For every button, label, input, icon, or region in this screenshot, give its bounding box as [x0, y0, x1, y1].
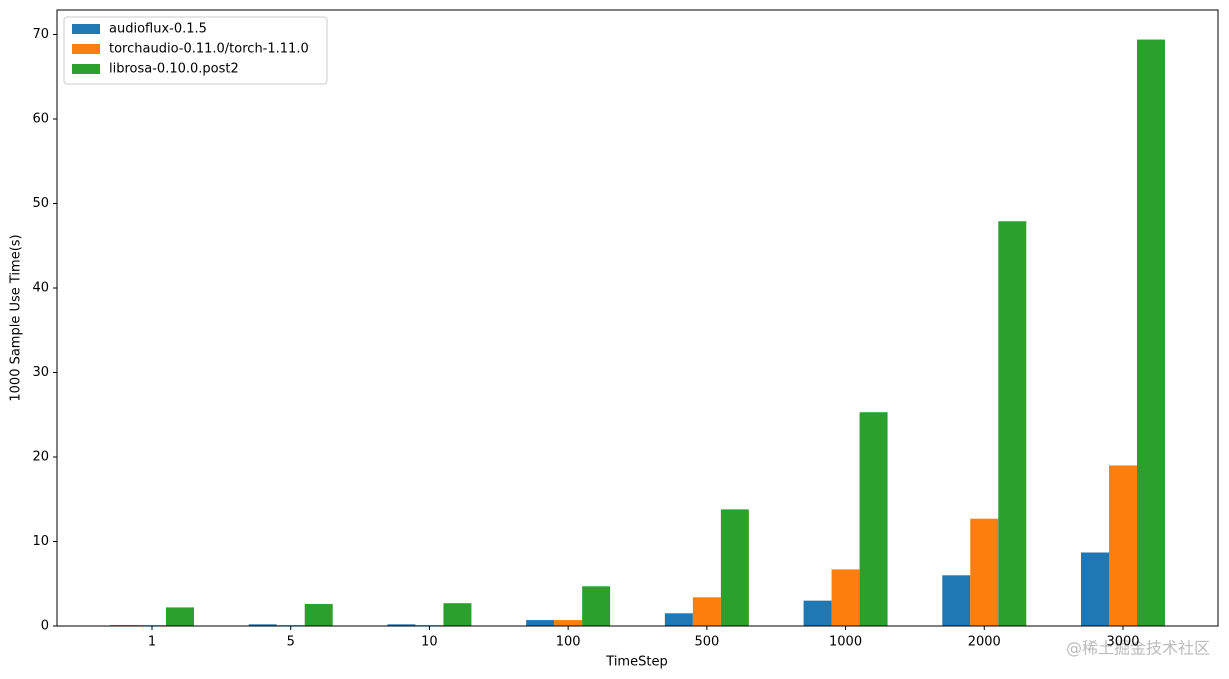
bar — [831, 569, 860, 626]
x-tick-label: 1000 — [829, 635, 862, 650]
legend-label: torchaudio-0.11.0/torch-1.11.0 — [109, 42, 309, 57]
bar — [387, 624, 416, 626]
legend-swatch — [72, 64, 100, 74]
y-tick-label: 0 — [41, 619, 49, 634]
y-axis-label: 1000 Sample Use Time(s) — [9, 234, 24, 401]
legend: audioflux-0.1.5 torchaudio-0.11.0/torch-1… — [63, 16, 328, 85]
y-tick-label: 30 — [32, 365, 49, 380]
bar — [692, 597, 721, 626]
y-tick-label: 10 — [32, 534, 49, 549]
bar — [554, 620, 583, 626]
bar — [1137, 39, 1165, 626]
bar — [526, 620, 555, 626]
x-tick-label: 500 — [694, 635, 719, 650]
x-tick-label: 10 — [421, 635, 438, 650]
bar — [803, 600, 832, 626]
bar — [304, 604, 333, 626]
bar — [942, 575, 971, 626]
bar — [664, 613, 693, 626]
bar — [859, 412, 888, 626]
bar — [443, 603, 472, 626]
x-tick-label: 3000 — [1106, 635, 1139, 650]
x-tick-label: 100 — [556, 635, 581, 650]
bar — [720, 509, 749, 626]
bar — [1109, 465, 1137, 626]
x-tick-label: 1 — [148, 635, 156, 650]
legend-label: audioflux-0.1.5 — [109, 22, 207, 37]
x-tick-label: 5 — [287, 635, 295, 650]
bar — [1081, 552, 1109, 626]
bar — [166, 607, 194, 626]
bar — [248, 624, 277, 626]
x-axis-label: TimeStep — [605, 655, 667, 670]
y-tick-label: 70 — [32, 27, 49, 42]
y-tick-label: 20 — [32, 450, 49, 465]
legend-swatch — [72, 24, 100, 34]
bar — [998, 221, 1027, 626]
x-tick-label: 2000 — [968, 635, 1001, 650]
legend-label: librosa-0.10.0.post2 — [109, 62, 239, 77]
bar — [970, 518, 999, 626]
plot-frame — [56, 9, 1219, 627]
y-tick-label: 50 — [32, 196, 49, 211]
legend-box — [63, 16, 328, 85]
watermark: @稀土掘金技术社区 — [1066, 639, 1210, 658]
y-tick-label: 40 — [32, 281, 49, 296]
y-tick-label: 60 — [32, 112, 49, 127]
legend-swatch — [72, 44, 100, 54]
bar — [582, 586, 611, 626]
